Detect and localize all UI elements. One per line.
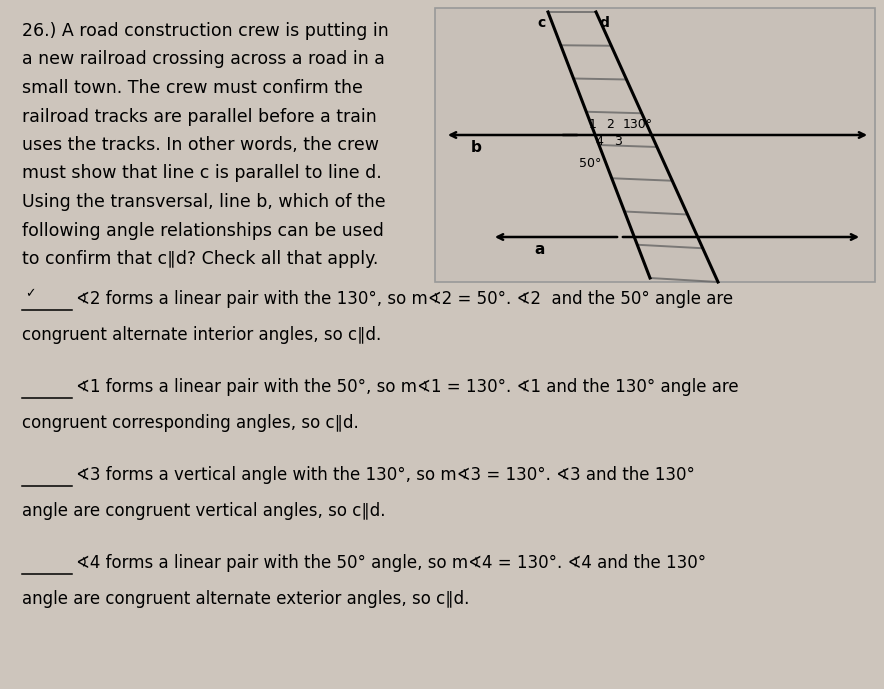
Text: ∢3 forms a vertical angle with the 130°, so m∢3 = 130°. ∢3 and the 130°: ∢3 forms a vertical angle with the 130°,… — [76, 466, 695, 484]
Text: d: d — [599, 16, 609, 30]
Text: small town. The crew must confirm the: small town. The crew must confirm the — [22, 79, 362, 97]
Text: railroad tracks are parallel before a train: railroad tracks are parallel before a tr… — [22, 107, 377, 125]
Text: must show that line c is parallel to line d.: must show that line c is parallel to lin… — [22, 165, 382, 183]
Text: ∢4 forms a linear pair with the 50° angle, so m∢4 = 130°. ∢4 and the 130°: ∢4 forms a linear pair with the 50° angl… — [76, 554, 706, 572]
Text: ∢2 forms a linear pair with the 130°, so m∢2 = 50°. ∢2  and the 50° angle are: ∢2 forms a linear pair with the 130°, so… — [76, 290, 733, 308]
Text: Using the transversal, line b, which of the: Using the transversal, line b, which of … — [22, 193, 385, 211]
Text: 26.) A road construction crew is putting in: 26.) A road construction crew is putting… — [22, 22, 389, 40]
Text: b: b — [470, 141, 482, 156]
Text: 3: 3 — [614, 135, 622, 148]
Text: 130°: 130° — [623, 118, 653, 131]
Text: 4: 4 — [595, 135, 603, 148]
Text: a new railroad crossing across a road in a: a new railroad crossing across a road in… — [22, 50, 385, 68]
Bar — [435, 8, 875, 282]
Text: angle are congruent alternate exterior angles, so c∥d.: angle are congruent alternate exterior a… — [22, 590, 469, 608]
Text: 2: 2 — [606, 118, 613, 131]
Text: following angle relationships can be used: following angle relationships can be use… — [22, 221, 384, 240]
Text: congruent alternate interior angles, so c∥d.: congruent alternate interior angles, so … — [22, 326, 381, 344]
Text: c: c — [537, 16, 546, 30]
Text: 50°: 50° — [579, 157, 601, 170]
Text: ✓: ✓ — [25, 287, 35, 300]
Text: 1: 1 — [589, 118, 597, 131]
Text: congruent corresponding angles, so c∥d.: congruent corresponding angles, so c∥d. — [22, 414, 359, 432]
Text: uses the tracks. In other words, the crew: uses the tracks. In other words, the cre… — [22, 136, 379, 154]
Text: a: a — [535, 242, 545, 256]
Text: to confirm that c∥d? Check all that apply.: to confirm that c∥d? Check all that appl… — [22, 250, 378, 268]
Text: ∢1 forms a linear pair with the 50°, so m∢1 = 130°. ∢1 and the 130° angle are: ∢1 forms a linear pair with the 50°, so … — [76, 378, 739, 396]
Text: angle are congruent vertical angles, so c∥d.: angle are congruent vertical angles, so … — [22, 502, 385, 520]
